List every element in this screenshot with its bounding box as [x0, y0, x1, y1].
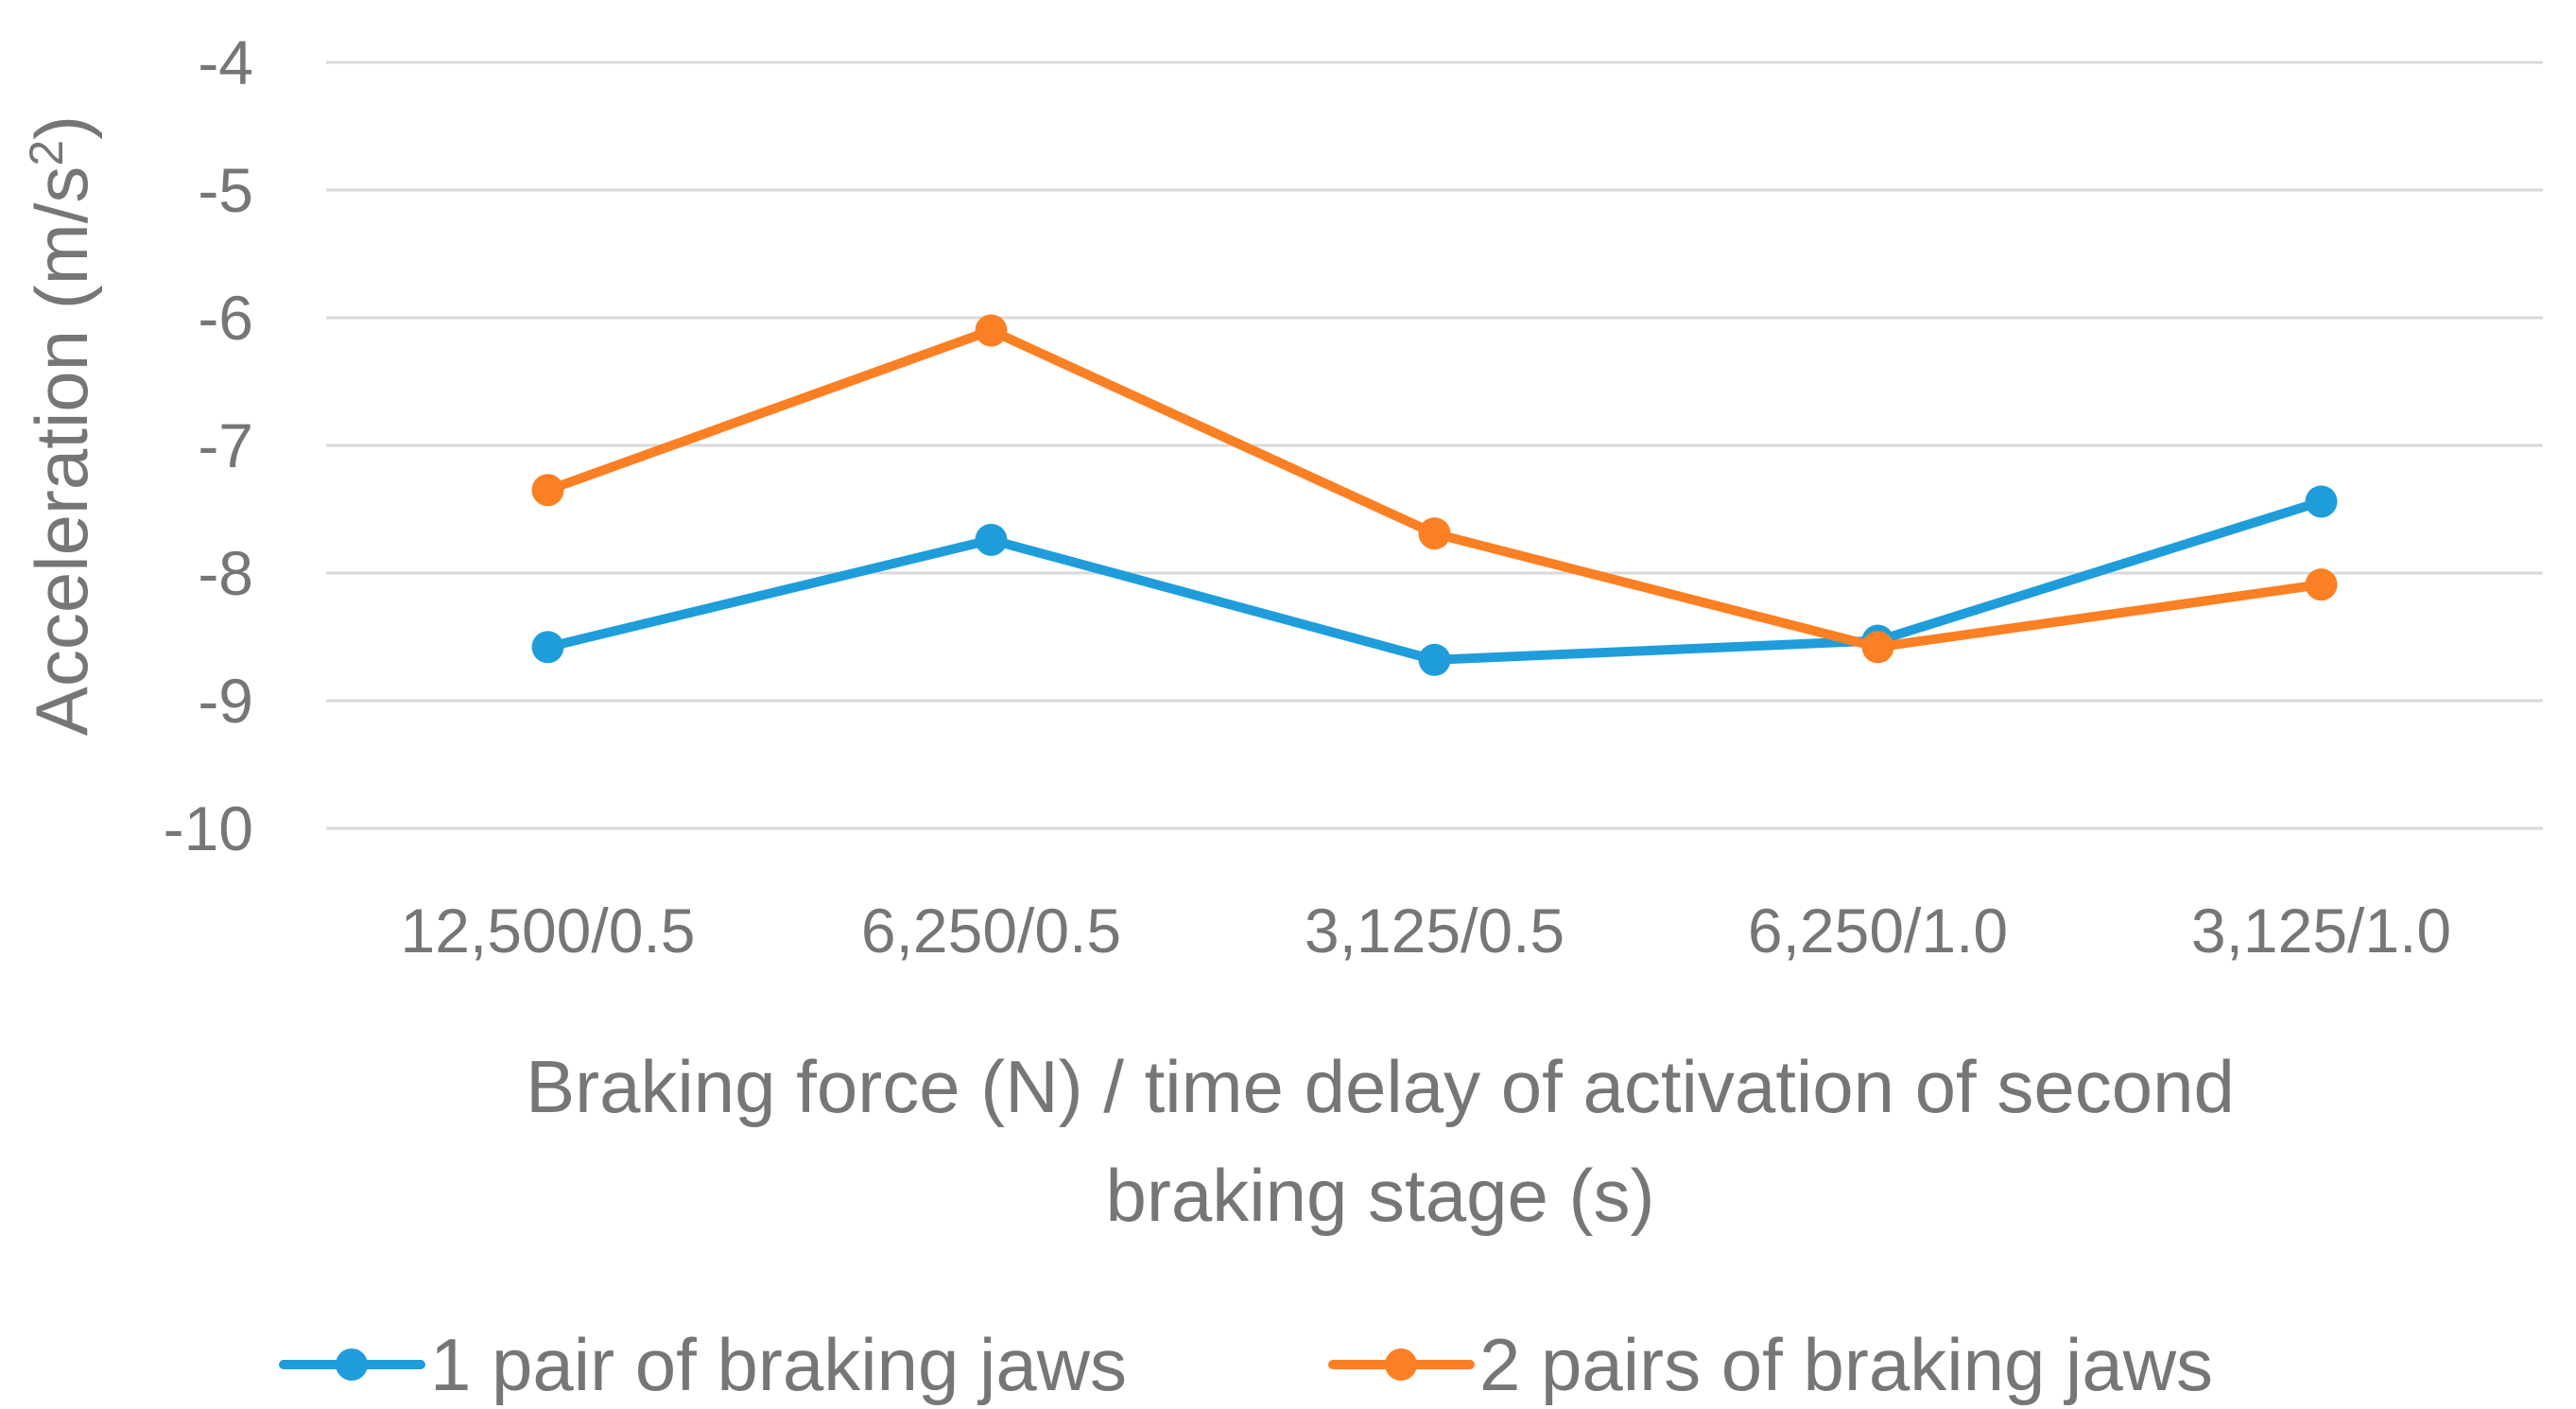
data-point: [975, 314, 1008, 347]
x-tick-label: 3,125/0.5: [1305, 896, 1565, 965]
y-tick-label: -10: [164, 793, 253, 863]
y-tick-label: -8: [198, 538, 253, 608]
data-point: [1418, 517, 1451, 550]
series-1: [531, 485, 2338, 676]
data-point: [975, 523, 1008, 556]
legend-marker: [1385, 1348, 1417, 1381]
series: [531, 314, 2338, 676]
x-axis-title-line-2: braking stage (s): [1106, 1154, 1655, 1237]
y-tick-label: -9: [198, 666, 253, 736]
legend: 1 pair of braking jaws 2 pairs of braking…: [279, 1323, 2213, 1406]
series-2: [531, 314, 2338, 664]
x-tick-label: 12,500/0.5: [401, 896, 696, 965]
data-point: [2305, 485, 2338, 518]
x-tick-label: 6,250/1.0: [1748, 896, 2008, 965]
legend-label: 1 pair of braking jaws: [430, 1323, 1127, 1406]
y-axis-title-main: Acceleration (m/s: [20, 166, 103, 737]
gridlines: [326, 61, 2543, 830]
legend-label: 2 pairs of braking jaws: [1479, 1323, 2213, 1406]
x-tick-label: 3,125/1.0: [2191, 896, 2451, 965]
y-axis-ticks: -4 -5 -6 -7 -8 -9 -10: [164, 27, 253, 863]
data-point: [1418, 643, 1451, 676]
x-axis-categories: 12,500/0.5 6,250/0.5 3,125/0.5 6,250/1.0 3,1…: [401, 896, 2452, 965]
legend-marker: [336, 1348, 368, 1381]
y-tick-label: -7: [198, 410, 253, 480]
data-point: [2305, 568, 2338, 601]
y-tick-label: -6: [198, 283, 253, 353]
y-axis-title-end: ): [20, 115, 103, 140]
x-tick-label: 6,250/0.5: [861, 896, 1121, 965]
y-axis-title-superscript: 2: [20, 140, 73, 166]
x-axis-title-line-1: Braking force (N) / time delay of activa…: [526, 1045, 2235, 1128]
y-tick-label: -5: [198, 155, 253, 225]
data-point: [531, 631, 564, 664]
data-point: [1861, 631, 1894, 664]
legend-entry: 1 pair of braking jaws: [279, 1323, 1127, 1406]
y-tick-label: -4: [198, 27, 253, 97]
legend-entry: 2 pairs of braking jaws: [1328, 1323, 2213, 1406]
data-point: [531, 474, 564, 507]
y-axis-title: Acceleration (m/s2): [20, 115, 103, 736]
series-line: [543, 325, 2326, 652]
